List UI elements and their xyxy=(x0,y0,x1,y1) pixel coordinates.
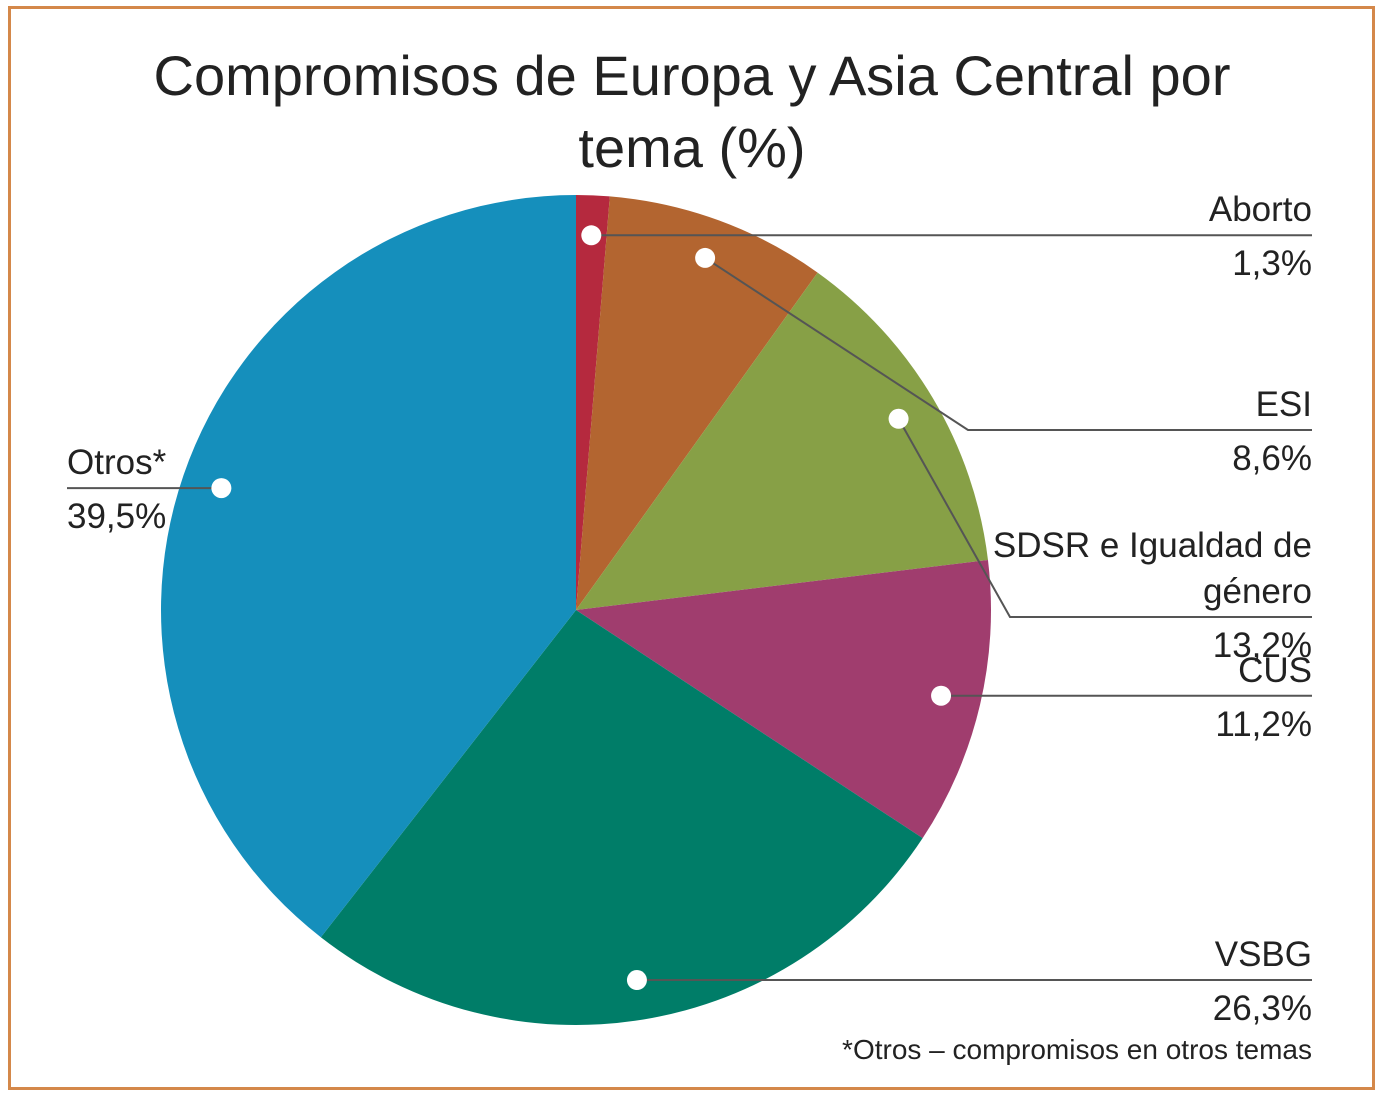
value-label: 1,3% xyxy=(1232,244,1312,284)
pie-slice xyxy=(576,196,818,611)
label-dot xyxy=(626,970,647,991)
footnote: *Otros – compromisos en otros temas xyxy=(842,1034,1312,1065)
pie-slice xyxy=(576,272,988,610)
chart-title-box: Compromisos de Europa y Asia Central por… xyxy=(0,40,1384,184)
leader-line xyxy=(897,418,1312,618)
category-label: Otros* xyxy=(67,443,167,483)
label-dot xyxy=(931,685,952,706)
pie-slice xyxy=(320,610,923,1025)
pie-slice xyxy=(576,195,610,610)
frame xyxy=(8,6,1375,1090)
category-label: ESI xyxy=(1255,385,1312,424)
label-dot xyxy=(581,225,602,246)
category-label: CUS xyxy=(1238,650,1312,690)
pie-slice xyxy=(160,195,576,938)
label-dot xyxy=(695,247,716,268)
value-label: 8,6% xyxy=(1232,439,1312,478)
pie-slice xyxy=(576,559,991,839)
label-dot xyxy=(211,478,232,499)
label-dot xyxy=(888,408,909,429)
value-label: 26,3% xyxy=(1212,989,1312,1029)
value-label: 13,2% xyxy=(1212,626,1312,665)
category-label: VSBG xyxy=(1214,935,1312,975)
value-label: 11,2% xyxy=(1215,704,1312,744)
chart-title: Compromisos de Europa y Asia Central por… xyxy=(153,44,1231,179)
category-label: Aborto xyxy=(1208,190,1312,230)
value-label: 39,5% xyxy=(67,497,167,537)
category-label: SDSR e Igualdad de género xyxy=(992,526,1312,611)
leader-line xyxy=(704,257,1312,431)
